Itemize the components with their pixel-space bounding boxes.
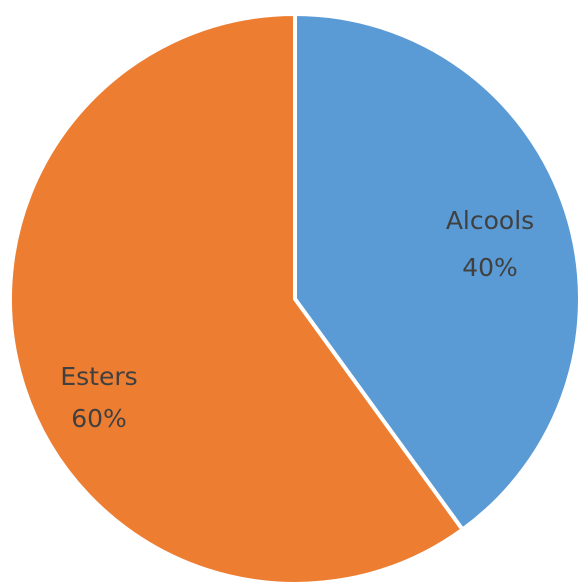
slice-alcools	[293, 12, 579, 532]
slice-esters	[8, 12, 465, 583]
label-alcools-name: Alcools	[446, 206, 534, 235]
label-alcools-percent: 40%	[462, 253, 518, 282]
label-esters-percent: 60%	[71, 404, 127, 433]
label-esters-name: Esters	[60, 362, 137, 391]
